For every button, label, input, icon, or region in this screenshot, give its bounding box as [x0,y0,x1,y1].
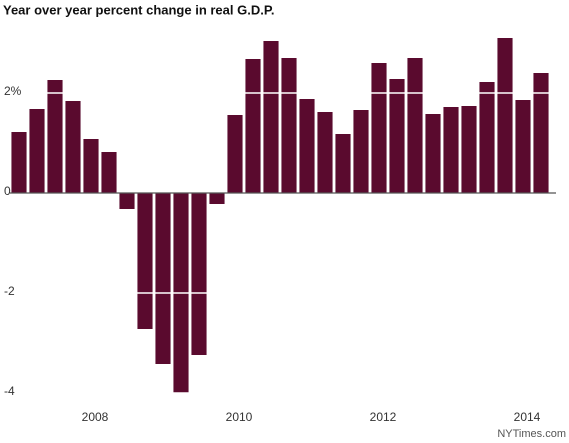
bar [479,82,495,193]
chart-title: Year over year percent change in real G.… [3,2,274,17]
bar [407,58,423,193]
bar [65,101,81,193]
bar [245,59,261,193]
bar [263,41,279,193]
bar [101,152,117,193]
bar [497,38,513,193]
bar [209,193,225,204]
y-tick-label: 2% [4,84,22,98]
bar [443,107,459,193]
bar [425,114,441,193]
bar [533,73,549,193]
x-tick-label: 2008 [82,410,109,424]
source: NYTimes.com [497,428,566,440]
x-tick-label: 2012 [370,410,397,424]
y-tick-label: 0 [4,184,11,198]
bar [371,63,387,193]
bar [191,193,207,355]
bar [119,193,135,209]
x-tick-label: 2010 [226,410,253,424]
bar [299,99,315,193]
bar [335,134,351,193]
x-tick-label: 2014 [514,410,541,424]
bar [155,193,171,364]
bar [83,139,99,193]
bar [227,115,243,193]
y-tick-label: -4 [4,384,15,398]
bar [515,100,531,193]
bar [389,79,405,193]
bar [317,112,333,193]
bar [47,80,63,193]
bar [11,132,27,193]
bar [137,193,153,329]
bar [281,58,297,193]
bar [461,106,477,193]
bar [353,110,369,193]
y-tick-label: -2 [4,284,15,298]
bar [29,109,45,193]
